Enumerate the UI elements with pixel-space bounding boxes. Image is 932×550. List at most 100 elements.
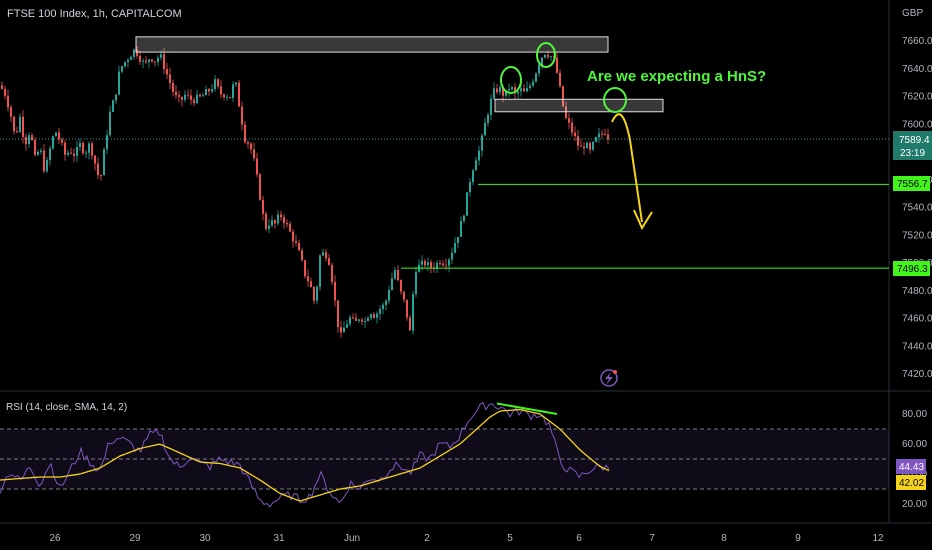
- candle: [187, 89, 189, 100]
- candle: [412, 291, 414, 335]
- candle: [139, 50, 141, 65]
- candle: [589, 141, 591, 155]
- time-tick-label: 5: [507, 533, 513, 544]
- candle: [241, 101, 243, 131]
- head-marker[interactable]: [536, 42, 556, 68]
- candle: [595, 136, 597, 143]
- candle: [202, 92, 204, 97]
- candle: [211, 83, 213, 94]
- candle: [82, 140, 84, 156]
- candle: [391, 272, 393, 291]
- lightning-icon[interactable]: [600, 369, 618, 387]
- candle: [508, 83, 510, 98]
- candle: [34, 136, 36, 157]
- candle: [229, 96, 231, 99]
- candle: [103, 147, 105, 176]
- candle: [385, 299, 387, 311]
- candle: [133, 48, 135, 60]
- candle: [373, 311, 375, 319]
- time-tick-label: 31: [273, 533, 285, 544]
- candle: [94, 154, 96, 171]
- rsi-panel[interactable]: [0, 401, 889, 508]
- projection-arrow[interactable]: [611, 113, 643, 223]
- candle: [262, 195, 264, 221]
- candle: [283, 214, 285, 229]
- candle: [208, 87, 210, 96]
- resistance-zone-top[interactable]: [135, 36, 609, 53]
- candle: [454, 237, 456, 254]
- candle: [124, 61, 126, 69]
- candle: [325, 248, 327, 262]
- right-shoulder-marker[interactable]: [603, 87, 627, 113]
- candle: [493, 82, 495, 101]
- candle: [301, 247, 303, 262]
- candle: [535, 72, 537, 83]
- candle: [277, 210, 279, 226]
- candle: [13, 116, 15, 135]
- candle: [61, 137, 63, 146]
- candle: [154, 61, 156, 67]
- candle: [484, 117, 486, 136]
- candle: [424, 258, 426, 268]
- candle: [451, 247, 453, 264]
- candle: [16, 126, 18, 134]
- candle: [568, 113, 570, 129]
- candle: [49, 145, 51, 166]
- candle: [511, 85, 513, 92]
- candle: [4, 85, 6, 100]
- candle: [220, 80, 222, 99]
- candle: [25, 133, 27, 151]
- candle: [97, 157, 99, 180]
- candle: [274, 219, 276, 229]
- candle: [28, 132, 30, 148]
- price-tick-label: 7660.0: [902, 36, 932, 47]
- candle: [289, 221, 291, 233]
- resistance-zone-mid[interactable]: [494, 98, 664, 113]
- rsi-divergence-line[interactable]: [496, 402, 558, 415]
- candle: [52, 135, 54, 150]
- rsi-tick-label: 20.00: [902, 499, 927, 510]
- candle: [127, 57, 129, 68]
- candle: [346, 319, 348, 329]
- support-1-label: 7556.7: [897, 179, 928, 190]
- currency-label: GBP: [902, 8, 923, 19]
- candle: [376, 311, 378, 324]
- time-tick-label: 2: [424, 533, 430, 544]
- candle: [235, 81, 237, 88]
- projection-arrowhead: [633, 209, 653, 231]
- candle: [478, 145, 480, 166]
- price-tick-label: 7420.0: [902, 369, 932, 380]
- candle: [427, 257, 429, 272]
- time-tick-label: 8: [721, 533, 727, 544]
- candle: [100, 174, 102, 181]
- candle: [406, 299, 408, 321]
- candle: [280, 210, 282, 222]
- candle: [403, 291, 405, 303]
- candle: [334, 275, 336, 307]
- candle: [307, 269, 309, 287]
- candle: [298, 239, 300, 251]
- candle: [247, 140, 249, 149]
- time-tick-label: 12: [872, 533, 884, 544]
- candle: [232, 81, 234, 102]
- candle: [571, 118, 573, 137]
- candle: [190, 89, 192, 105]
- candle: [397, 265, 399, 282]
- time-tick-label: 6: [576, 533, 582, 544]
- left-shoulder-marker[interactable]: [500, 66, 522, 94]
- candle: [121, 65, 123, 74]
- candle: [193, 97, 195, 107]
- candle: [328, 253, 330, 266]
- candle: [184, 90, 186, 103]
- candle: [19, 113, 21, 134]
- candle: [580, 138, 582, 147]
- candle: [466, 192, 468, 216]
- candle: [496, 83, 498, 95]
- candle: [112, 99, 114, 113]
- price-panel[interactable]: [0, 36, 889, 338]
- candle: [340, 321, 342, 338]
- candle: [55, 131, 57, 137]
- candle: [523, 84, 525, 92]
- price-tick-label: 7520.0: [902, 230, 932, 241]
